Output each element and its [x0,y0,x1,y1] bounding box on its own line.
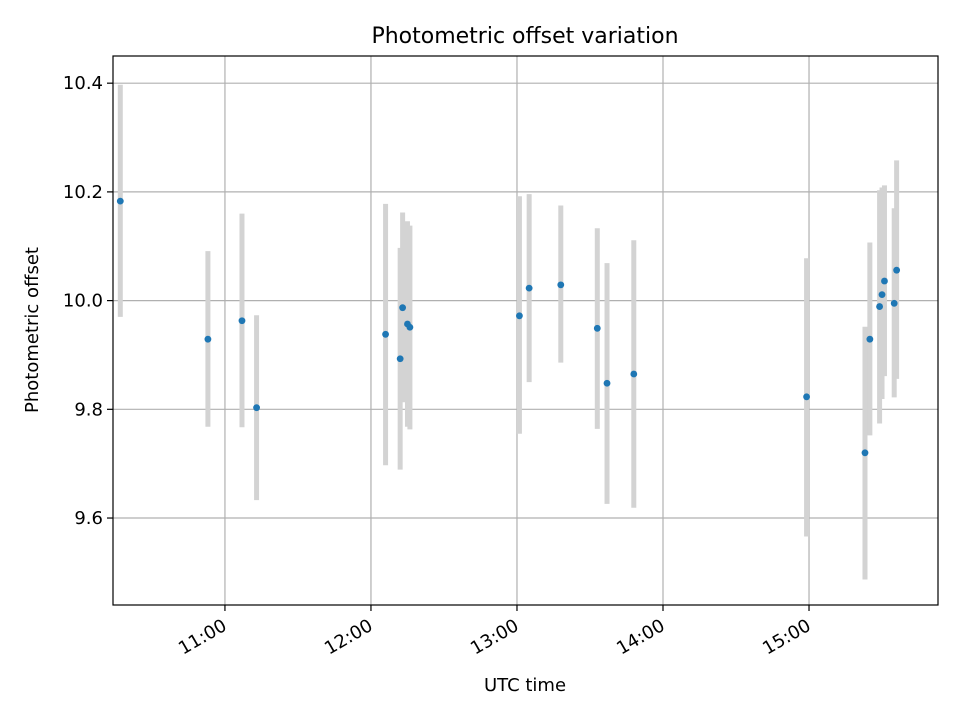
data-point [890,299,898,307]
y-tick-label: 9.6 [74,508,103,529]
plot-frame [112,55,939,606]
y-axis: 9.6 9.8 10.0 10.2 10.4 [63,73,113,529]
data-point [803,393,810,401]
y-tick-label: 10.0 [63,291,103,312]
data-point [382,330,389,338]
data-point [238,317,246,325]
data-point [861,449,869,457]
y-tick-label: 9.8 [74,399,103,420]
y-tick-label: 10.4 [63,73,103,94]
data-point [204,335,212,343]
data-points [116,197,901,457]
x-axis-label: UTC time [484,675,566,696]
data-point [878,291,886,299]
data-point [593,324,601,332]
data-point [116,197,124,205]
data-point [406,323,414,331]
chart-title: Photometric offset variation [371,24,678,49]
data-point [557,281,565,289]
data-point [516,312,523,320]
data-point [399,304,407,312]
data-point [876,303,883,310]
data-point [396,355,404,363]
y-axis-label: Photometric offset [22,247,43,413]
data-point [253,404,260,412]
data-point [881,277,888,285]
data-point [525,284,533,292]
y-tick-label: 10.2 [63,182,103,203]
data-point [630,370,638,378]
data-point [603,379,611,387]
data-point [866,335,874,343]
data-point [893,266,901,274]
